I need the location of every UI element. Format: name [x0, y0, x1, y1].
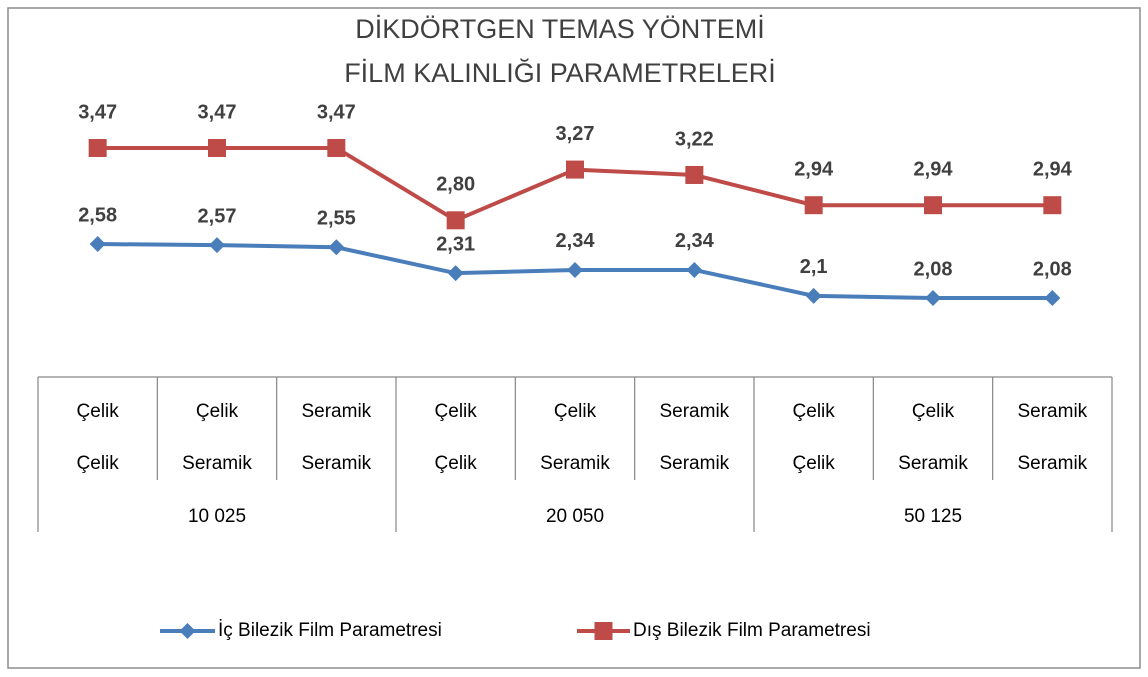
legend-label: Dış Bilezik Film Parametresi	[633, 620, 871, 641]
x-tick-label: Çelik	[435, 453, 478, 474]
x-tick-label: Seramik	[1017, 453, 1087, 474]
data-label: 2,31	[436, 233, 475, 255]
group-label: 50 125	[904, 506, 962, 527]
x-tick-label: Seramik	[659, 453, 729, 474]
data-label: 2,1	[800, 256, 828, 278]
data-label: 2,55	[317, 208, 356, 230]
x-tick-label: Seramik	[301, 401, 371, 422]
data-label: 2,58	[78, 204, 117, 226]
data-label: 3,27	[556, 123, 595, 145]
x-tick-label: Çelik	[77, 453, 120, 474]
data-label: 3,22	[675, 128, 714, 150]
marker	[685, 165, 704, 184]
marker	[805, 287, 822, 304]
x-tick-label: Çelik	[912, 401, 955, 422]
marker	[924, 196, 942, 215]
chart-title: DİKDÖRTGEN TEMAS YÖNTEMİ	[355, 13, 765, 44]
data-label: 2,08	[914, 258, 953, 280]
x-tick-label: Çelik	[435, 401, 478, 422]
marker	[208, 139, 226, 157]
data-label: 2,94	[1033, 158, 1073, 180]
chart-title: FİLM KALINLIĞI PARAMETRELERİ	[344, 57, 776, 88]
marker	[89, 236, 106, 253]
data-label: 3,47	[317, 101, 356, 123]
marker	[925, 290, 941, 306]
data-label: 2,94	[914, 158, 954, 180]
x-tick-label: Çelik	[554, 401, 597, 422]
x-tick-label: Çelik	[196, 401, 239, 422]
chart-border	[7, 7, 1141, 669]
marker	[447, 265, 464, 282]
legend-marker	[594, 622, 613, 640]
data-label: 3,47	[78, 101, 117, 123]
data-label: 2,08	[1033, 258, 1072, 280]
marker	[566, 160, 584, 179]
group-label: 10 025	[188, 506, 246, 527]
marker	[804, 196, 823, 215]
marker	[328, 239, 345, 256]
x-tick-label: Çelik	[77, 401, 120, 422]
x-tick-label: Seramik	[182, 453, 252, 474]
x-tick-label: Seramik	[898, 453, 968, 474]
data-label: 2,34	[675, 230, 715, 252]
x-tick-label: Seramik	[659, 401, 729, 422]
marker	[446, 211, 465, 230]
marker	[686, 261, 703, 278]
data-label: 2,80	[436, 174, 475, 196]
marker	[209, 237, 225, 254]
group-label: 20 050	[546, 506, 604, 527]
data-label: 2,57	[198, 205, 237, 227]
data-label: 3,47	[198, 101, 237, 123]
x-tick-label: Seramik	[540, 453, 610, 474]
x-tick-label: Çelik	[793, 453, 836, 474]
data-label: 2,94	[794, 158, 834, 180]
x-tick-label: Seramik	[1017, 401, 1087, 422]
marker	[88, 139, 107, 157]
legend-marker	[179, 623, 196, 639]
legend-label: İç Bilezik Film Parametresi	[218, 620, 442, 641]
data-label: 2,34	[556, 230, 596, 252]
marker	[327, 139, 346, 157]
x-tick-label: Çelik	[793, 401, 836, 422]
marker	[1044, 290, 1061, 306]
marker	[567, 261, 583, 278]
marker	[1043, 196, 1062, 215]
x-tick-label: Seramik	[301, 453, 371, 474]
